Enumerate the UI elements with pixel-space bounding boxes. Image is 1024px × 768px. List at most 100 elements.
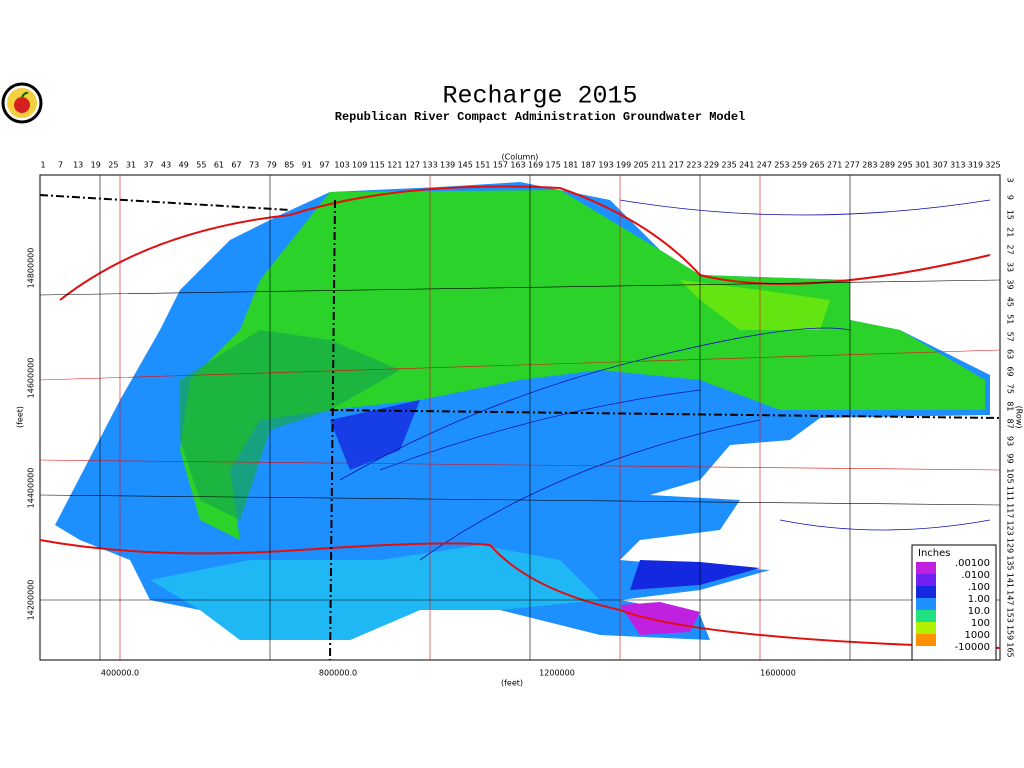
column-tick-label: 229: [704, 161, 719, 170]
column-tick-label: 73: [249, 161, 259, 170]
column-tick-label: 13: [73, 161, 83, 170]
subtitle: Republican River Compact Administration …: [335, 110, 745, 124]
column-tick-label: 277: [845, 161, 860, 170]
legend-title: Inches: [918, 548, 951, 559]
column-tick-label: 169: [528, 161, 543, 170]
column-tick-label: 127: [405, 161, 420, 170]
x-tick-label: 1200000: [539, 669, 575, 678]
row-tick-label: 27: [1006, 245, 1015, 255]
x-tick-label: 1600000: [760, 669, 796, 678]
row-tick-label: 33: [1006, 262, 1015, 272]
column-tick-label: 205: [634, 161, 649, 170]
legend: Inches: [911, 544, 997, 661]
row-tick-label: 87: [1006, 419, 1015, 429]
column-tick-label: 25: [108, 161, 118, 170]
column-tick-label: 61: [214, 161, 224, 170]
legend-label: 100: [971, 618, 990, 629]
row-tick-label: 69: [1006, 366, 1015, 376]
row-tick-label: 153: [1006, 608, 1015, 623]
legend-label: -10000: [955, 642, 990, 653]
column-tick-label: 247: [757, 161, 772, 170]
column-tick-label: 97: [319, 161, 329, 170]
row-tick-label: 141: [1006, 573, 1015, 588]
y-tick-label: 14600000: [27, 358, 36, 399]
row-tick-label: 3: [1006, 177, 1015, 182]
column-tick-label: 145: [458, 161, 473, 170]
column-tick-label: 223: [686, 161, 701, 170]
column-tick-label: 307: [933, 161, 948, 170]
y-axis-label: (feet): [16, 406, 25, 428]
x-axis-label: (feet): [501, 679, 523, 688]
column-tick-label: 319: [968, 161, 983, 170]
column-tick-label: 193: [598, 161, 613, 170]
legend-label: 1000: [965, 630, 990, 641]
column-tick-label: 55: [196, 161, 206, 170]
x-tick-label: 800000.0: [319, 669, 357, 678]
column-tick-label: 139: [440, 161, 455, 170]
row-tick-label: 39: [1006, 279, 1015, 289]
row-tick-label: 15: [1006, 210, 1015, 220]
column-tick-label: 187: [581, 161, 596, 170]
column-tick-label: 7: [58, 161, 63, 170]
column-tick-label: 175: [546, 161, 561, 170]
legend-label: 10.0: [968, 606, 990, 617]
logo: [1, 82, 43, 124]
column-tick-label: 19: [91, 161, 101, 170]
legend-label: .00100: [955, 558, 990, 569]
column-tick-label: 265: [809, 161, 824, 170]
column-tick-label: 49: [179, 161, 189, 170]
title: Recharge 2015: [442, 82, 637, 111]
column-tick-label: 199: [616, 161, 631, 170]
column-tick-label: 295: [897, 161, 912, 170]
row-tick-label: 129: [1006, 538, 1015, 553]
column-tick-label: 1: [40, 161, 45, 170]
column-tick-label: 85: [284, 161, 294, 170]
column-tick-label: 163: [510, 161, 525, 170]
column-tick-label: 259: [792, 161, 807, 170]
row-label: (Row): [1015, 406, 1024, 429]
map: [39, 174, 1001, 661]
column-tick-label: 43: [161, 161, 171, 170]
column-label: (Column): [502, 153, 539, 162]
row-tick-label: 81: [1006, 401, 1015, 411]
column-tick-label: 181: [563, 161, 578, 170]
column-tick-label: 325: [985, 161, 1000, 170]
row-tick-label: 21: [1006, 227, 1015, 237]
column-tick-label: 115: [370, 161, 385, 170]
x-tick-label: 400000.0: [101, 669, 139, 678]
column-tick-label: 283: [862, 161, 877, 170]
row-tick-label: 51: [1006, 314, 1015, 324]
row-tick-label: 135: [1006, 555, 1015, 570]
column-tick-label: 211: [651, 161, 666, 170]
y-tick-label: 14800000: [27, 248, 36, 289]
column-tick-label: 151: [475, 161, 490, 170]
column-tick-label: 301: [915, 161, 930, 170]
row-tick-label: 93: [1006, 436, 1015, 446]
column-tick-label: 121: [387, 161, 402, 170]
column-tick-label: 79: [267, 161, 277, 170]
y-tick-label: 14200000: [27, 580, 36, 621]
row-tick-label: 159: [1006, 625, 1015, 640]
row-tick-label: 117: [1006, 503, 1015, 518]
column-tick-label: 253: [774, 161, 789, 170]
row-tick-label: 9: [1006, 195, 1015, 200]
row-tick-label: 123: [1006, 521, 1015, 536]
column-tick-label: 37: [143, 161, 153, 170]
row-tick-label: 99: [1006, 453, 1015, 463]
row-tick-label: 57: [1006, 332, 1015, 342]
column-tick-label: 235: [721, 161, 736, 170]
column-tick-label: 313: [950, 161, 965, 170]
row-tick-label: 111: [1006, 486, 1015, 501]
row-tick-label: 45: [1006, 297, 1015, 307]
column-tick-label: 31: [126, 161, 136, 170]
legend-label: .0100: [961, 570, 990, 581]
column-tick-label: 91: [302, 161, 312, 170]
column-tick-label: 67: [231, 161, 241, 170]
legend-label: .100: [968, 582, 990, 593]
column-tick-label: 109: [352, 161, 367, 170]
legend-label: 1.00: [968, 594, 990, 605]
row-tick-label: 75: [1006, 384, 1015, 394]
row-tick-label: 105: [1006, 468, 1015, 483]
column-tick-label: 289: [880, 161, 895, 170]
